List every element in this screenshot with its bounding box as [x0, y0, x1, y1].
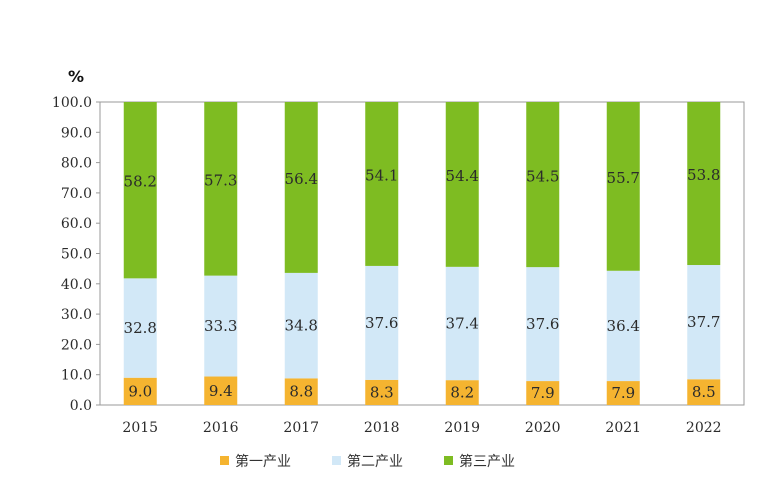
y-tick-label: 0.0: [70, 398, 92, 414]
plot-area: 0.0 10.0 20.0 30.0 40.0 50.0 60.0 70.0 80.0 90.0 1…: [52, 95, 745, 436]
data-label: 7.9: [531, 384, 555, 402]
bar-segment-3-2016: [204, 102, 238, 276]
y-tick-label: 10.0: [61, 368, 92, 384]
bar-segment-1-2018: [365, 379, 399, 405]
data-label: 55.7: [607, 169, 640, 187]
bar-segment-1-2022: [687, 379, 721, 405]
x-tick-label: 2019: [444, 420, 480, 436]
y-tick-label: 80.0: [61, 156, 92, 172]
bar-segment-2-2016: [204, 275, 238, 377]
legend-swatch: [444, 456, 453, 465]
bar-segment-1-2016: [204, 376, 238, 405]
x-tick-label: 2018: [364, 420, 400, 436]
data-label: 37.4: [446, 314, 479, 332]
data-label: 54.1: [365, 167, 398, 185]
y-tick-label: 70.0: [61, 186, 92, 202]
y-tick-label: 20.0: [61, 337, 92, 353]
bar-segment-3-2019: [445, 102, 479, 267]
legend-swatch: [332, 456, 341, 465]
bar-segment-1-2020: [526, 381, 560, 405]
legend-swatch: [220, 456, 229, 465]
data-label: 54.5: [526, 167, 559, 185]
data-label: 37.6: [526, 315, 559, 333]
plot-frame: [99, 101, 745, 406]
data-label: 33.3: [204, 317, 237, 335]
x-tick-label: 2021: [605, 420, 641, 436]
bar-segment-2-2019: [445, 266, 479, 381]
data-label: 32.8: [124, 319, 157, 337]
x-tick-label: 2022: [686, 420, 722, 436]
bar-segment-3-2017: [284, 102, 318, 273]
bar-segment-2-2021: [606, 270, 640, 382]
data-label: 9.4: [209, 382, 233, 400]
bar-segment-2-2015: [123, 278, 157, 378]
y-tick-label: 50.0: [61, 247, 92, 263]
bar-segment-3-2018: [365, 102, 399, 266]
data-label: 37.7: [687, 313, 720, 331]
data-label: 8.5: [692, 383, 716, 401]
legend-label: 第三产业: [459, 453, 515, 470]
y-tick-label: 30.0: [61, 307, 92, 323]
y-axis-unit-label: %: [68, 67, 84, 86]
y-tick-label: 60.0: [61, 216, 92, 232]
data-label: 36.4: [607, 317, 640, 335]
x-tick-label: 2020: [525, 420, 561, 436]
data-label: 8.3: [370, 383, 394, 401]
bar-segment-3-2022: [687, 102, 721, 266]
data-label: 53.8: [687, 166, 720, 184]
data-label: 34.8: [285, 317, 318, 335]
bar-segment-2-2020: [526, 267, 560, 382]
bar-segment-1-2017: [284, 378, 318, 405]
y-tick-label: 40.0: [61, 277, 92, 293]
bar-segment-2-2017: [284, 272, 318, 379]
bar-segment-1-2021: [606, 381, 640, 405]
bar-segment-2-2018: [365, 265, 399, 380]
bar-segment-3-2015: [123, 102, 157, 279]
bar-segment-1-2019: [445, 380, 479, 405]
bar-segment-2-2022: [687, 265, 721, 380]
legend-label: 第二产业: [347, 453, 403, 470]
data-label: 54.4: [446, 167, 479, 185]
data-label: 9.0: [128, 382, 152, 400]
data-label: 58.2: [124, 173, 157, 191]
x-tick-label: 2016: [203, 420, 239, 436]
legend-label: 第一产业: [235, 453, 291, 470]
data-label: 56.4: [285, 170, 318, 188]
data-label: 8.8: [289, 383, 313, 401]
data-label: 57.3: [204, 171, 237, 189]
bar-segment-3-2021: [606, 102, 640, 271]
bar-segment-3-2020: [526, 102, 560, 268]
bar-segment-1-2015: [123, 377, 157, 405]
data-label: 7.9: [611, 384, 635, 402]
legend: 第一产业 第二产业 第三产业: [220, 453, 515, 470]
x-tick-label: 2015: [122, 420, 158, 436]
y-tick-label: 90.0: [61, 125, 92, 141]
data-label: 37.6: [365, 314, 398, 332]
data-label: 8.2: [450, 384, 474, 402]
x-tick-label: 2017: [283, 420, 319, 436]
y-tick-label: 100.0: [52, 95, 92, 111]
